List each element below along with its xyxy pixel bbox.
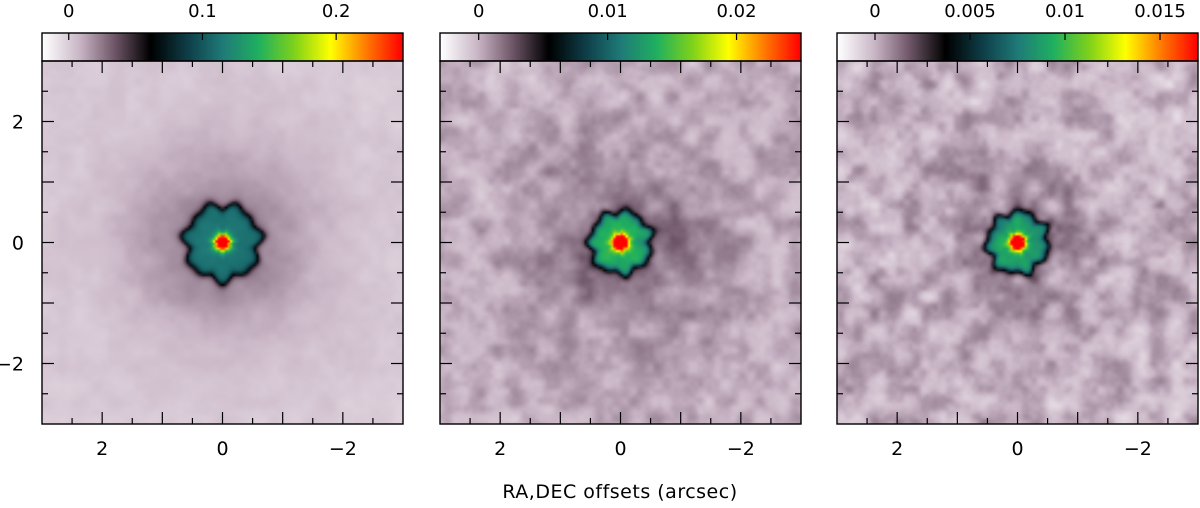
- x-tick-label: 2: [96, 438, 108, 460]
- colorbar-tick-label: 0.2: [322, 1, 351, 22]
- heatmap-image: [42, 61, 403, 424]
- x-tick-label: −2: [329, 438, 357, 460]
- colorbar-tick-label: 0: [869, 1, 880, 22]
- x-tick-label: 2: [494, 438, 506, 460]
- y-tick-label: −2: [0, 354, 24, 376]
- colorbar: [42, 33, 403, 61]
- x-tick-label: 0: [1011, 438, 1023, 460]
- colorbar-tick-label: 0.005: [944, 1, 996, 22]
- heatmap-image: [440, 61, 801, 424]
- y-tick-label: 0: [12, 233, 24, 255]
- x-tick-label: 0: [614, 438, 626, 460]
- colorbar-tick-label: 0: [63, 1, 74, 22]
- x-axis-label: RA,DEC offsets (arcsec): [502, 481, 737, 503]
- colorbar: [837, 33, 1198, 61]
- panel-2: 0 0.01 0.02 2 0 −2: [439, 1, 802, 460]
- colorbar-tick-label: 0.015: [1134, 1, 1186, 22]
- colorbar: [440, 33, 801, 61]
- colorbar-tick-label: 0.1: [188, 1, 217, 22]
- colorbar-tick-label: 0: [473, 1, 484, 22]
- heatmap-image: [837, 61, 1198, 424]
- x-tick-label: 2: [891, 438, 903, 460]
- x-tick-label: −2: [727, 438, 755, 460]
- colorbar-tick-label: 0.01: [1045, 1, 1085, 22]
- panel-1: 0 0.1 0.2 2 0 −2 2 0 −2: [0, 1, 404, 460]
- x-tick-label: −2: [1124, 438, 1152, 460]
- colorbar-tick-label: 0.02: [716, 1, 756, 22]
- colorbar-tick-label: 0.01: [588, 1, 628, 22]
- x-tick-label: 0: [216, 438, 228, 460]
- panel-3: 0 0.005 0.01 0.015 2 0 −2: [836, 1, 1199, 460]
- y-tick-label: 2: [12, 112, 24, 134]
